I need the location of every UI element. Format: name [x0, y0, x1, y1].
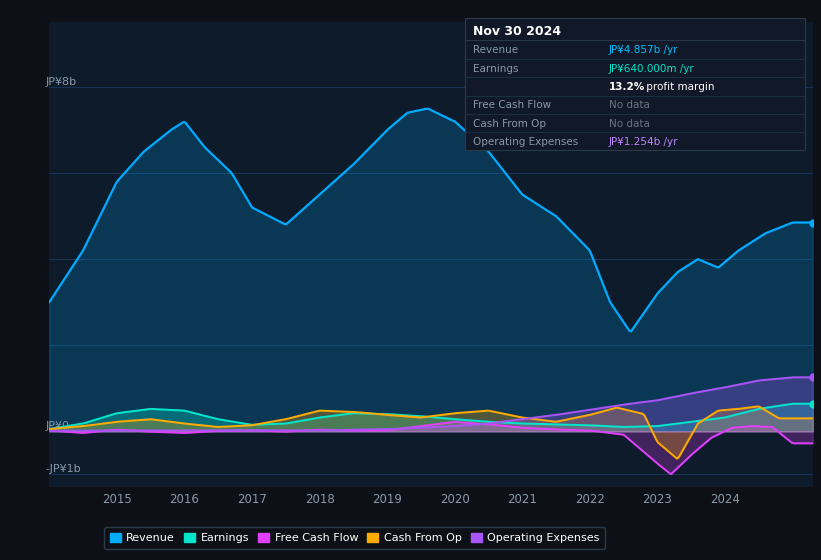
- Text: Earnings: Earnings: [473, 64, 519, 74]
- Text: Revenue: Revenue: [473, 45, 518, 55]
- Text: JP¥8b: JP¥8b: [45, 77, 76, 87]
- Text: JP¥640.000m /yr: JP¥640.000m /yr: [608, 64, 695, 74]
- Legend: Revenue, Earnings, Free Cash Flow, Cash From Op, Operating Expenses: Revenue, Earnings, Free Cash Flow, Cash …: [104, 528, 605, 549]
- Text: -JP¥1b: -JP¥1b: [45, 464, 81, 474]
- Text: profit margin: profit margin: [643, 82, 714, 92]
- Text: JP¥1.254b /yr: JP¥1.254b /yr: [608, 137, 678, 147]
- Text: JP¥0: JP¥0: [45, 421, 70, 431]
- Text: No data: No data: [608, 119, 649, 128]
- Text: 13.2%: 13.2%: [608, 82, 645, 92]
- Text: Cash From Op: Cash From Op: [473, 119, 546, 128]
- Text: No data: No data: [608, 100, 649, 110]
- Text: JP¥4.857b /yr: JP¥4.857b /yr: [608, 45, 678, 55]
- Text: Operating Expenses: Operating Expenses: [473, 137, 579, 147]
- Text: Nov 30 2024: Nov 30 2024: [473, 25, 562, 38]
- Text: Free Cash Flow: Free Cash Flow: [473, 100, 552, 110]
